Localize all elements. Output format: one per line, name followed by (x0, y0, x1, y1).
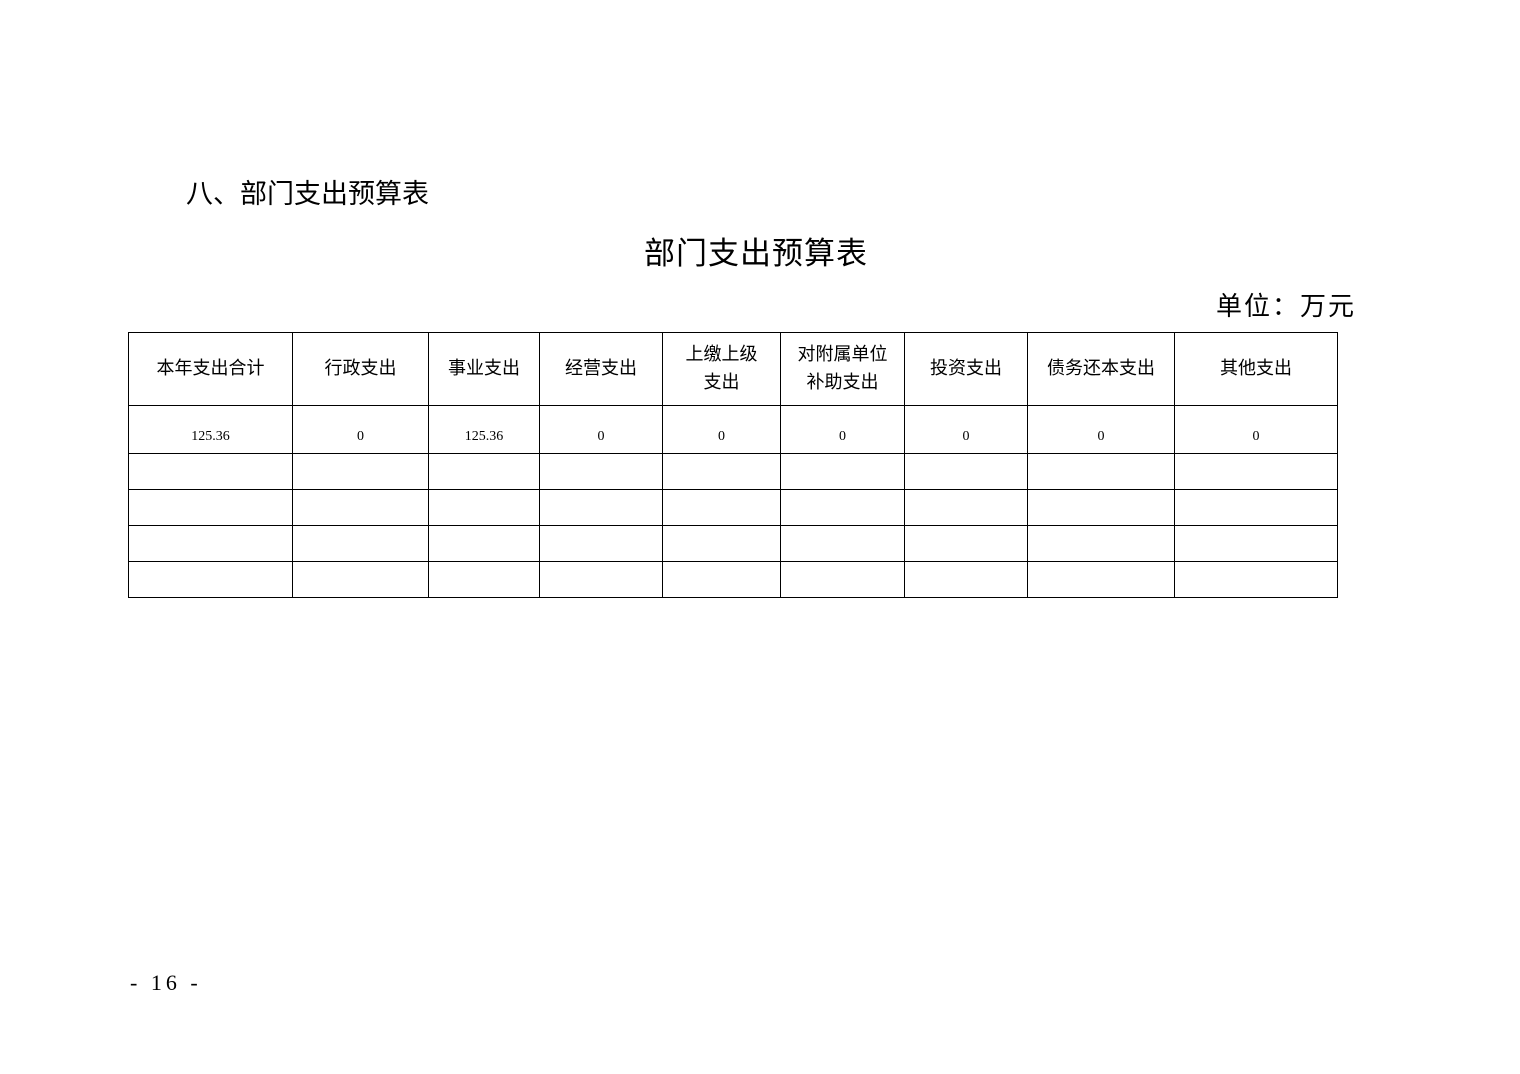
column-header: 事业支出 (428, 332, 540, 406)
table-cell (1027, 561, 1175, 598)
table-cell (780, 525, 905, 562)
table-cell (128, 561, 293, 598)
table-cell: 0 (1174, 405, 1338, 454)
column-header: 其他支出 (1174, 332, 1338, 406)
table-cell: 125.36 (428, 405, 540, 454)
table-cell: 0 (1027, 405, 1175, 454)
header-row: 本年支出合计 行政支出 事业支出 经营支出 上缴上级 支出 对附属单位 补助支出 投资支出 债务还… (128, 332, 1338, 406)
table-cell (292, 453, 429, 490)
table-cell (128, 453, 293, 490)
column-header: 经营支出 (539, 332, 663, 406)
table-cell (662, 561, 781, 598)
table-cell (428, 489, 540, 526)
table-cell (1174, 561, 1338, 598)
table-cell: 0 (292, 405, 429, 454)
table-cell (128, 525, 293, 562)
table-cell (904, 561, 1028, 598)
table-cell (428, 525, 540, 562)
table-cell (1027, 525, 1175, 562)
table-row (128, 453, 1338, 490)
table-cell (428, 561, 540, 598)
table-cell (292, 561, 429, 598)
table-cell: 0 (539, 405, 663, 454)
table-cell (1174, 525, 1338, 562)
table-title: 部门支出预算表 (644, 236, 868, 272)
table-row (128, 489, 1338, 526)
expenditure-budget-table: 本年支出合计 行政支出 事业支出 经营支出 上缴上级 支出 对附属单位 补助支出 投资支出 债务还… (128, 332, 1338, 598)
table-cell (904, 525, 1028, 562)
column-header: 本年支出合计 (128, 332, 293, 406)
column-header: 行政支出 (292, 332, 429, 406)
table-cell (292, 489, 429, 526)
column-header: 上缴上级 支出 (662, 332, 781, 406)
table-cell (904, 453, 1028, 490)
table-cell (1027, 453, 1175, 490)
table-cell (780, 489, 905, 526)
column-header: 投资支出 (904, 332, 1028, 406)
table-cell: 0 (904, 405, 1028, 454)
table-cell (539, 453, 663, 490)
table-cell (128, 489, 293, 526)
table-cell (1174, 453, 1338, 490)
table-cell (539, 561, 663, 598)
table-row (128, 561, 1338, 598)
table-cell (428, 453, 540, 490)
table-cell (662, 453, 781, 490)
table-cell: 125.36 (128, 405, 293, 454)
page-number: - 16 - (130, 970, 202, 995)
table-cell: 0 (662, 405, 781, 454)
table-cell (1174, 489, 1338, 526)
table-cell (780, 561, 905, 598)
table-cell (539, 489, 663, 526)
table-cell (904, 489, 1028, 526)
table-row: 125.36 0 125.36 0 0 0 0 0 0 (128, 405, 1338, 454)
table-cell (662, 525, 781, 562)
table-cell: 0 (780, 405, 905, 454)
table-cell (780, 453, 905, 490)
table-cell (539, 525, 663, 562)
table-row (128, 525, 1338, 562)
unit-label: 单位：万元 (1215, 292, 1356, 322)
column-header: 对附属单位 补助支出 (780, 332, 905, 406)
table-cell (1027, 489, 1175, 526)
column-header: 债务还本支出 (1027, 332, 1175, 406)
table-cell (292, 525, 429, 562)
section-heading: 八、部门支出预算表 (186, 179, 429, 210)
table-cell (662, 489, 781, 526)
